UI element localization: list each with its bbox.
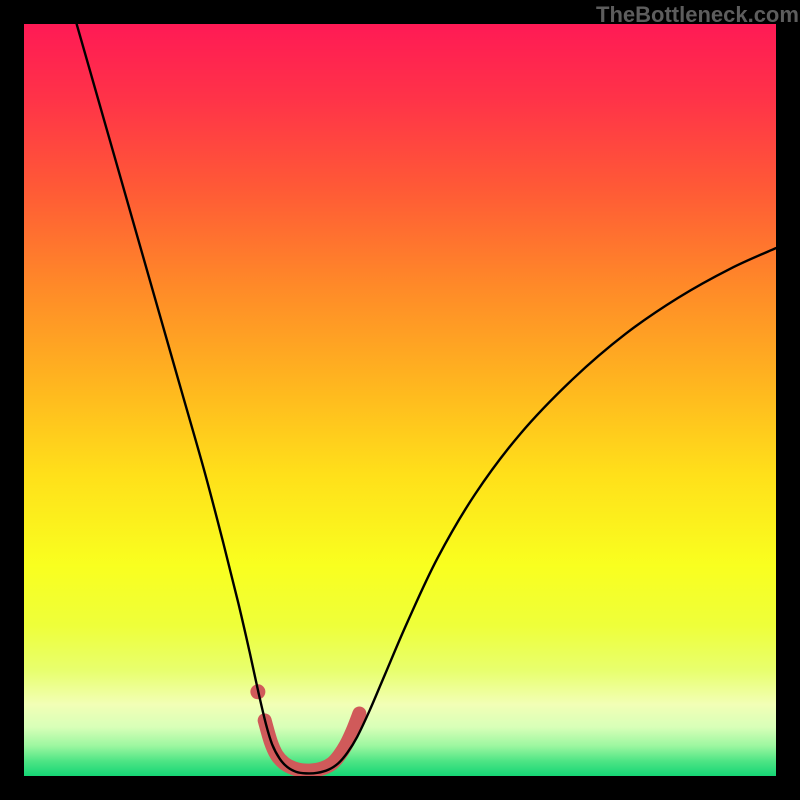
watermark-text: TheBottleneck.com: [596, 2, 799, 27]
bottleneck-curve: [77, 24, 776, 773]
plot-area: [24, 24, 776, 776]
highlight-band: [265, 714, 360, 771]
watermark: TheBottleneck.com: [596, 2, 799, 28]
plot-svg: [24, 24, 776, 776]
